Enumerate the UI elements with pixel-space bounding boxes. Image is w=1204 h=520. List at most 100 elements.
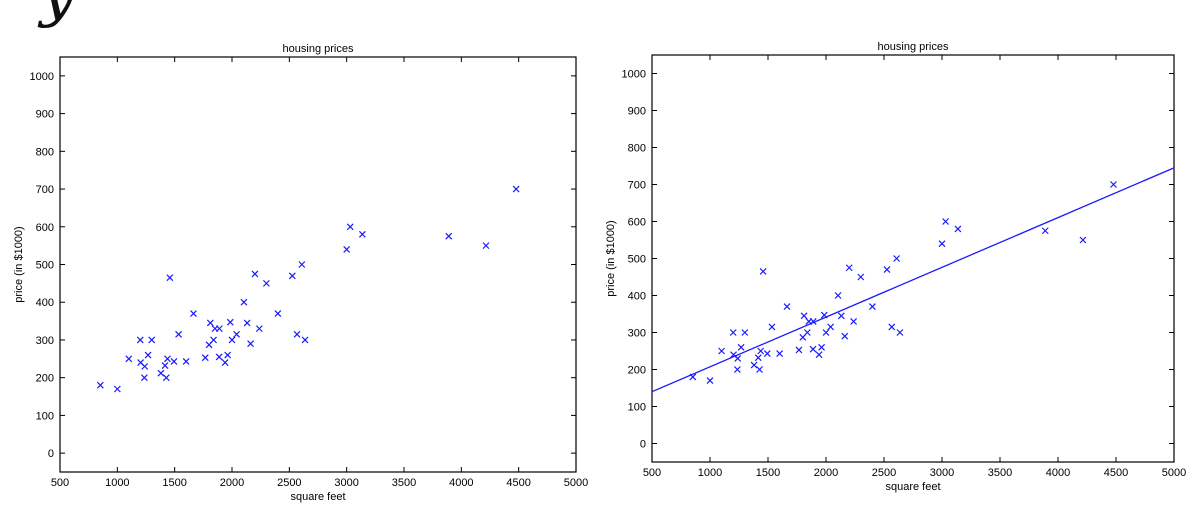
- data-point: [170, 358, 178, 365]
- data-point: [954, 225, 962, 233]
- data-point: [162, 374, 170, 382]
- plot-area-frame: [651, 54, 1175, 463]
- data-point: [1110, 181, 1117, 188]
- data-point: [226, 318, 234, 326]
- data-point: [803, 329, 811, 336]
- x-tick-label: 3000: [334, 477, 358, 489]
- data-point: [706, 377, 714, 385]
- data-point: [140, 374, 148, 382]
- data-point: [358, 230, 366, 238]
- data-point: [800, 312, 808, 320]
- x-axis-label: square feet: [290, 491, 345, 503]
- y-tick-label: 0: [640, 439, 646, 451]
- y-tick-label: 200: [628, 365, 646, 377]
- left-chart-panel: housing prices 500 1000 1500 2000 2500 3000 350…: [0, 0, 600, 515]
- x-tick-label: 4000: [1046, 467, 1070, 479]
- clipped-heading-text: y: [40, 0, 76, 30]
- y-tick-label: 500: [36, 260, 54, 272]
- data-point: [837, 312, 845, 320]
- x-tick-label: 1000: [105, 477, 129, 489]
- x-tick-label: 2500: [872, 467, 896, 479]
- x-tick-label: 1500: [162, 477, 186, 489]
- data-point: [233, 330, 241, 338]
- x-tick-label: 3000: [930, 467, 954, 479]
- data-point: [759, 268, 767, 275]
- y-tick-label: 600: [36, 222, 54, 234]
- y-axis-label: price (in $1000): [605, 220, 617, 296]
- data-point: [161, 362, 169, 370]
- data-point: [820, 311, 828, 319]
- x-tick-label: 3500: [392, 477, 416, 489]
- data-point: [938, 240, 946, 248]
- data-point: [343, 245, 351, 253]
- data-point: [1079, 236, 1087, 244]
- data-point: [157, 369, 165, 377]
- data-point: [445, 232, 453, 240]
- x-tick-label: 2000: [220, 477, 244, 489]
- data-point: [182, 358, 190, 365]
- data-point: [888, 323, 896, 331]
- data-point: [243, 319, 251, 327]
- y-tick-label: 600: [628, 217, 646, 229]
- data-point: [822, 329, 830, 336]
- data-point: [210, 336, 217, 344]
- data-point: [818, 343, 826, 351]
- data-point: [783, 303, 791, 311]
- data-point: [737, 343, 745, 351]
- data-point: [754, 354, 762, 362]
- data-point: [224, 351, 232, 359]
- x-tick-label: 5000: [1162, 467, 1186, 479]
- y-tick-label: 200: [36, 373, 54, 385]
- data-point: [795, 346, 803, 354]
- data-point: [768, 323, 776, 331]
- y-tick-label: 900: [36, 109, 54, 121]
- data-point: [240, 298, 248, 306]
- data-point: [166, 274, 174, 282]
- data-point: [850, 317, 858, 325]
- data-point: [228, 336, 236, 344]
- y-tick-label: 100: [36, 410, 54, 422]
- y-tick-label: 700: [628, 180, 646, 192]
- data-point: [718, 347, 726, 355]
- data-point: [144, 351, 152, 359]
- x-tick-label: 4500: [1104, 467, 1128, 479]
- data-point: [763, 350, 771, 358]
- data-point: [96, 381, 104, 389]
- data-point: [251, 270, 259, 278]
- data-point: [868, 303, 876, 311]
- data-point: [175, 330, 182, 338]
- x-tick-label: 4000: [449, 477, 473, 489]
- data-point: [1041, 227, 1049, 235]
- data-point: [125, 355, 133, 363]
- data-point: [827, 323, 835, 331]
- data-point: [734, 354, 742, 362]
- y-tick-label: 400: [36, 297, 54, 309]
- data-point: [148, 336, 156, 344]
- data-point: [893, 255, 901, 262]
- y-tick-label: 800: [628, 143, 646, 155]
- housing-prices-scatter-chart: housing prices 500 1000 1500 2000 2500 3000 350…: [13, 43, 588, 503]
- data-point: [689, 373, 697, 381]
- y-axis-label: price (in $1000): [13, 226, 25, 302]
- data-point: [190, 310, 197, 317]
- x-tick-label: 500: [51, 477, 69, 489]
- x-tick-label: 5000: [564, 477, 588, 489]
- y-tick-label: 300: [628, 328, 646, 340]
- y-tick-label: 500: [628, 254, 646, 266]
- data-point: [288, 272, 296, 280]
- data-point: [201, 354, 209, 362]
- y-tick-label: 700: [36, 184, 54, 196]
- data-point: [482, 242, 490, 250]
- data-point: [845, 264, 853, 272]
- data-point: [274, 310, 282, 317]
- y-tick-label: 900: [628, 106, 646, 118]
- data-point: [809, 317, 817, 325]
- data-point: [815, 351, 823, 359]
- plot-area-frame: [59, 56, 577, 473]
- x-tick-label: 2500: [277, 477, 301, 489]
- data-point: [756, 366, 763, 373]
- y-tick-label: 300: [36, 335, 54, 347]
- data-point: [883, 266, 891, 274]
- chart-title: housing prices: [283, 43, 354, 55]
- y-tick-label: 800: [36, 146, 54, 158]
